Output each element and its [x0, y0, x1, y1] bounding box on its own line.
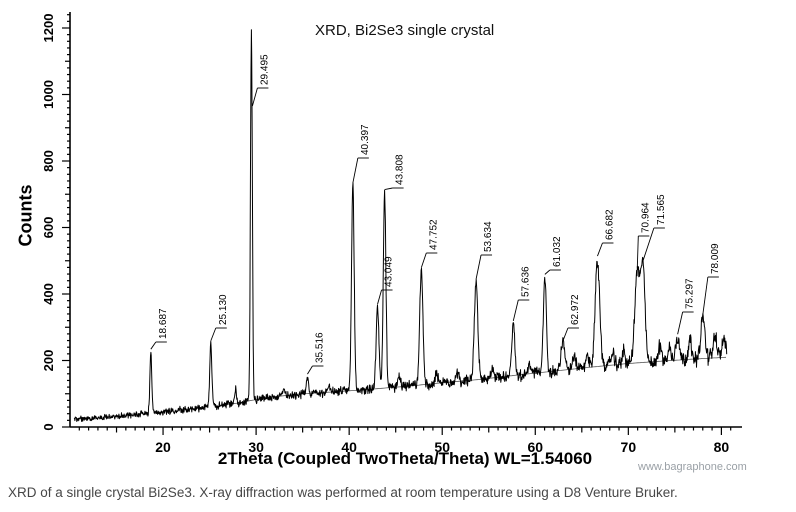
y-tick-label: 800: [41, 150, 56, 172]
peak-label: 35.516: [314, 332, 325, 363]
peak-label: 75.297: [685, 278, 696, 309]
figure-caption: XRD of a single crystal Bi2Se3. X-ray di…: [8, 485, 678, 500]
xrd-plot-canvas: 20 30 40 50 60 70 8002004006008001000120018.68…: [41, 12, 742, 455]
peak-leader-line: [512, 299, 519, 322]
peak-leader-line: [352, 157, 359, 184]
peak-leader-line: [544, 269, 551, 275]
y-axis-title: Counts: [15, 184, 36, 247]
peak-label: 43.049: [384, 256, 395, 287]
peak-leader-line: [251, 87, 258, 107]
peak-leader-line: [636, 235, 639, 268]
x-tick-label: 70: [621, 439, 637, 455]
peak-leader-line: [642, 227, 655, 262]
peak-leader-line: [597, 242, 603, 257]
background-fit-line: [228, 356, 727, 405]
peak-label: 78.009: [710, 243, 721, 274]
x-tick-label: 80: [714, 439, 730, 455]
peak-label: 40.397: [360, 124, 371, 155]
peak-leader-line: [562, 327, 569, 342]
x-axis-title: 2Theta (Coupled TwoTheta/Theta) WL=1.540…: [217, 449, 593, 468]
y-tick-label: 0: [41, 423, 56, 430]
peak-label: 71.565: [656, 194, 667, 225]
peak-leader-line: [475, 254, 482, 280]
y-tick-label: 200: [41, 350, 56, 372]
peak-label: 18.687: [158, 308, 169, 339]
peak-leader-line: [377, 289, 382, 305]
peak-label: 62.972: [570, 294, 581, 325]
peak-label: 29.495: [259, 54, 270, 85]
peak-leader-line: [307, 365, 313, 375]
peak-leader-line: [702, 276, 709, 315]
peak-leader-line: [677, 311, 684, 335]
peak-leader-line: [384, 187, 393, 191]
x-tick-label: 60: [527, 439, 543, 455]
peak-leader-line: [210, 327, 217, 342]
y-tick-label: 400: [41, 283, 56, 305]
x-tick-label: 30: [248, 439, 264, 455]
peak-label: 57.636: [520, 266, 531, 297]
x-tick-label: 20: [155, 439, 171, 455]
x-tick-label: 40: [341, 439, 357, 455]
peak-label: 43.808: [395, 154, 406, 185]
peak-label: 53.634: [483, 221, 494, 252]
peak-label: 70.964: [640, 202, 651, 233]
chart-title: XRD, Bi2Se3 single crystal: [315, 22, 495, 39]
x-tick-label: 50: [434, 439, 450, 455]
peak-leader-line: [150, 341, 157, 350]
peak-label: 61.032: [552, 236, 563, 267]
watermark-text: www.bagraphone.com: [638, 461, 747, 473]
y-tick-label: 1200: [41, 14, 56, 43]
peak-label: 25.130: [218, 294, 229, 325]
peak-label: 47.752: [428, 219, 439, 250]
y-tick-label: 1000: [41, 80, 56, 109]
peak-label: 66.682: [604, 209, 615, 240]
peak-leader-line: [420, 252, 427, 268]
y-tick-label: 600: [41, 217, 56, 239]
diffraction-trace: [73, 29, 728, 422]
